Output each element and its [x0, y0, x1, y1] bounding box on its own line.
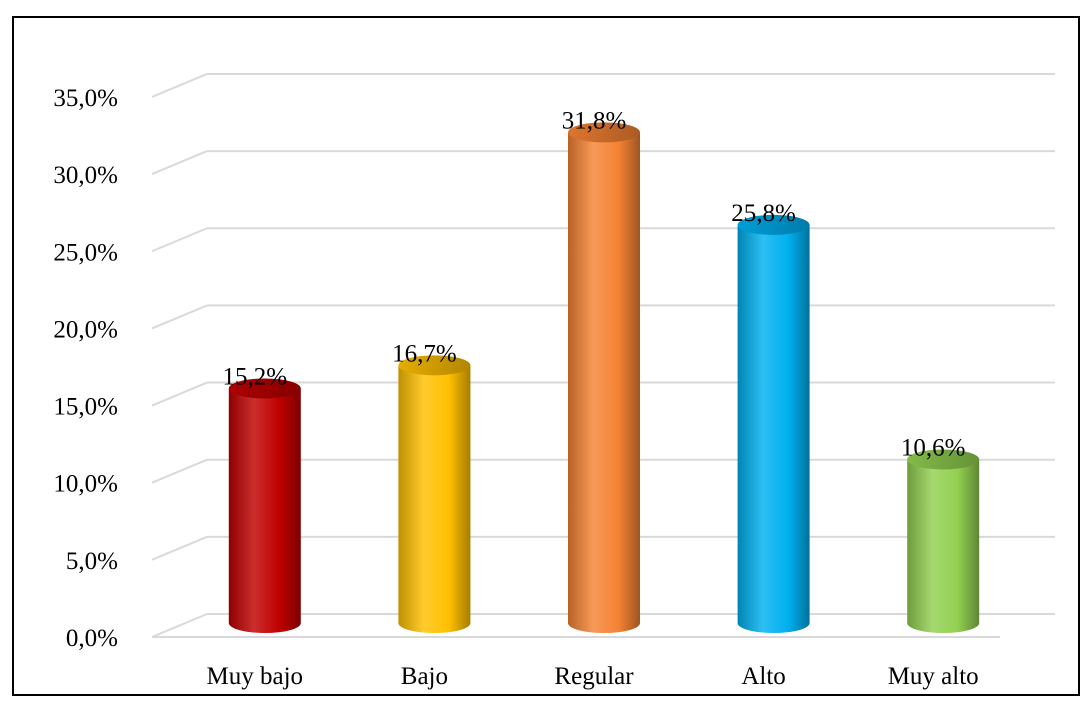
x-tick-label: Bajo [401, 663, 448, 690]
gridline [151, 72, 1055, 98]
y-tick-label: 5,0% [66, 548, 118, 575]
data-label: 25,8% [731, 200, 796, 227]
y-tick-label: 35,0% [53, 85, 118, 112]
y-tick-label: 25,0% [53, 239, 118, 266]
y-tick-label: 10,0% [53, 471, 118, 498]
x-axis-ticks: Muy bajo Bajo Regular Alto Muy alto [207, 663, 979, 690]
data-label: 15,2% [223, 363, 288, 390]
y-tick-label: 15,0% [53, 394, 118, 421]
y-tick-label: 0,0% [66, 625, 118, 652]
y-axis-ticks: 0,0% 5,0% 10,0% 15,0% 20,0% 25,0% 30,0% 35,0% [53, 85, 118, 652]
data-label: 16,7% [392, 340, 457, 367]
bar-muy-bajo [228, 378, 301, 633]
x-tick-label: Regular [554, 663, 634, 690]
chart-frame [12, 16, 1080, 696]
data-label: 10,6% [901, 434, 966, 461]
bar-alto [737, 214, 810, 633]
y-tick-label: 30,0% [53, 162, 118, 189]
x-tick-label: Alto [741, 663, 785, 690]
data-label: 31,8% [562, 107, 627, 134]
bar-muy-alto [907, 449, 980, 633]
bar-bajo [398, 355, 471, 633]
bar-regular [568, 122, 640, 634]
data-labels: 15,2% 16,7% 31,8% 25,8% 10,6% [223, 107, 966, 461]
x-tick-label: Muy alto [888, 663, 979, 690]
x-tick-label: Muy bajo [207, 663, 304, 690]
y-tick-label: 20,0% [53, 316, 118, 343]
bars [228, 122, 980, 634]
